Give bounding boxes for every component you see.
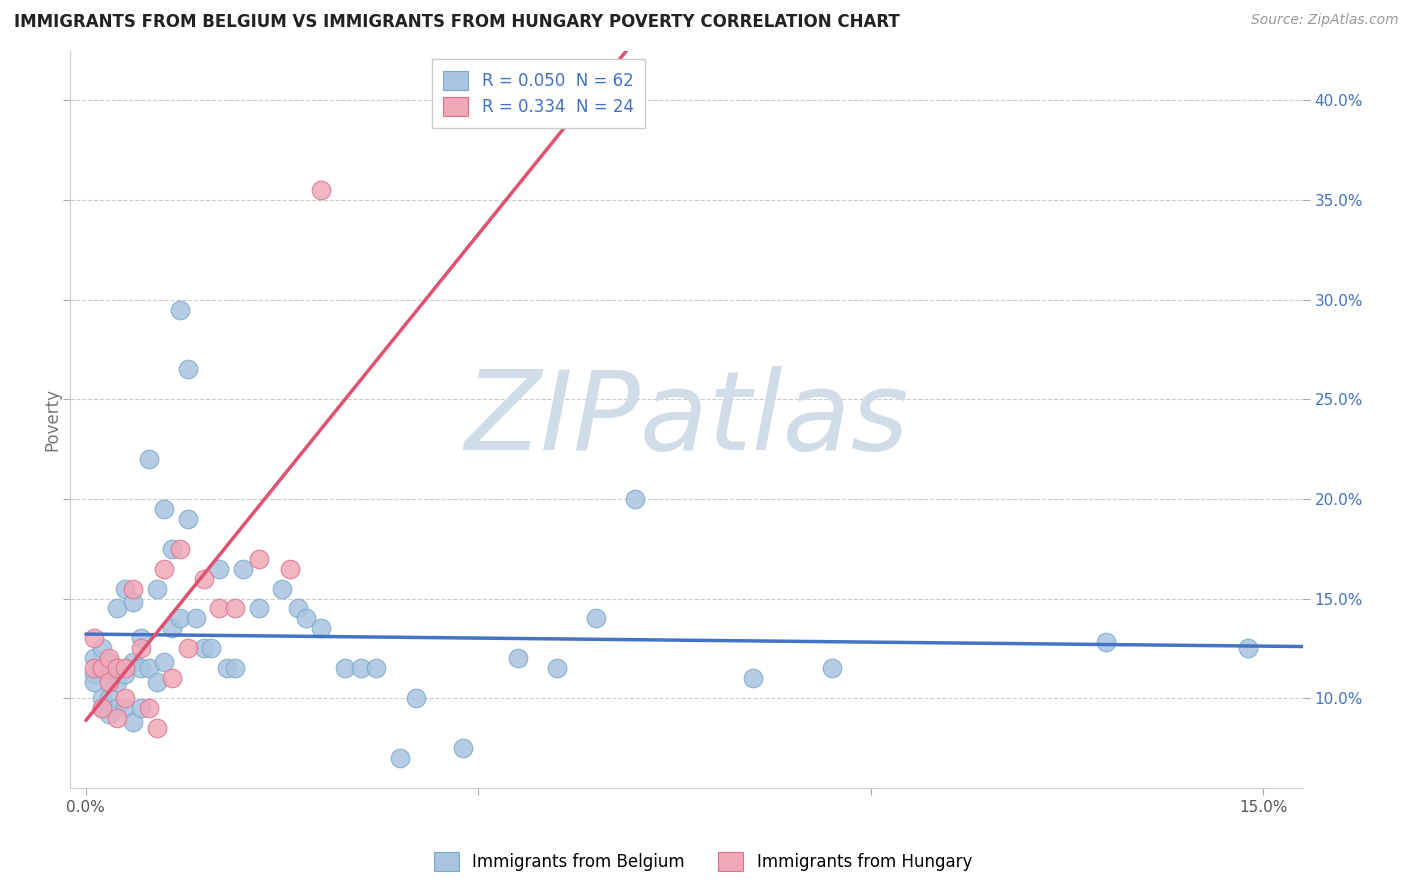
Text: ZIPatlas: ZIPatlas bbox=[464, 366, 908, 473]
Belgium bbox=[145, 675, 167, 690]
Belgium bbox=[90, 701, 112, 715]
Belgium bbox=[294, 611, 316, 625]
Belgium bbox=[311, 621, 333, 635]
Belgium bbox=[177, 512, 200, 526]
Belgium bbox=[138, 452, 160, 467]
Belgium bbox=[153, 655, 176, 669]
Belgium bbox=[145, 582, 167, 596]
Belgium bbox=[105, 701, 128, 715]
Belgium bbox=[160, 621, 183, 635]
Belgium bbox=[129, 661, 152, 675]
Hungary bbox=[129, 641, 152, 656]
Belgium bbox=[208, 561, 231, 575]
Belgium bbox=[98, 691, 121, 706]
Hungary bbox=[83, 661, 105, 675]
Belgium bbox=[1236, 641, 1258, 656]
Belgium bbox=[271, 582, 294, 596]
Belgium bbox=[90, 691, 112, 706]
Belgium bbox=[820, 661, 842, 675]
Belgium bbox=[506, 651, 529, 665]
Belgium bbox=[138, 661, 160, 675]
Belgium bbox=[122, 655, 145, 669]
Hungary bbox=[90, 701, 112, 715]
Belgium bbox=[90, 641, 112, 656]
Belgium bbox=[742, 671, 765, 685]
Belgium bbox=[232, 561, 254, 575]
Legend: Immigrants from Belgium, Immigrants from Hungary: Immigrants from Belgium, Immigrants from… bbox=[426, 843, 980, 880]
Belgium bbox=[388, 751, 411, 765]
Hungary bbox=[247, 551, 270, 566]
Hungary bbox=[193, 572, 215, 586]
Text: IMMIGRANTS FROM BELGIUM VS IMMIGRANTS FROM HUNGARY POVERTY CORRELATION CHART: IMMIGRANTS FROM BELGIUM VS IMMIGRANTS FR… bbox=[14, 13, 900, 31]
Hungary bbox=[90, 661, 112, 675]
Belgium bbox=[184, 611, 207, 625]
Belgium bbox=[114, 582, 136, 596]
Belgium bbox=[153, 501, 176, 516]
Belgium bbox=[98, 675, 121, 690]
Hungary bbox=[105, 661, 128, 675]
Hungary bbox=[83, 632, 105, 646]
Hungary bbox=[114, 691, 136, 706]
Belgium bbox=[105, 601, 128, 615]
Y-axis label: Poverty: Poverty bbox=[44, 388, 60, 450]
Hungary bbox=[177, 641, 200, 656]
Belgium bbox=[349, 661, 371, 675]
Belgium bbox=[169, 611, 191, 625]
Belgium bbox=[129, 701, 152, 715]
Belgium bbox=[366, 661, 388, 675]
Belgium bbox=[90, 661, 112, 675]
Belgium bbox=[160, 541, 183, 556]
Text: Source: ZipAtlas.com: Source: ZipAtlas.com bbox=[1251, 13, 1399, 28]
Hungary bbox=[169, 541, 191, 556]
Legend: R = 0.050  N = 62, R = 0.334  N = 24: R = 0.050 N = 62, R = 0.334 N = 24 bbox=[432, 59, 645, 128]
Belgium bbox=[105, 661, 128, 675]
Belgium bbox=[114, 701, 136, 715]
Belgium bbox=[83, 651, 105, 665]
Belgium bbox=[224, 661, 246, 675]
Belgium bbox=[451, 740, 474, 755]
Hungary bbox=[98, 675, 121, 690]
Hungary bbox=[208, 601, 231, 615]
Belgium bbox=[98, 655, 121, 669]
Belgium bbox=[193, 641, 215, 656]
Hungary bbox=[160, 671, 183, 685]
Belgium bbox=[585, 611, 607, 625]
Belgium bbox=[83, 667, 105, 681]
Belgium bbox=[546, 661, 568, 675]
Belgium bbox=[98, 707, 121, 722]
Belgium bbox=[247, 601, 270, 615]
Belgium bbox=[177, 362, 200, 376]
Hungary bbox=[98, 651, 121, 665]
Belgium bbox=[1095, 635, 1118, 649]
Hungary bbox=[311, 183, 333, 197]
Hungary bbox=[138, 701, 160, 715]
Belgium bbox=[105, 675, 128, 690]
Hungary bbox=[278, 561, 301, 575]
Hungary bbox=[114, 661, 136, 675]
Belgium bbox=[624, 491, 647, 506]
Belgium bbox=[405, 691, 427, 706]
Belgium bbox=[114, 667, 136, 681]
Belgium bbox=[122, 595, 145, 609]
Belgium bbox=[287, 601, 309, 615]
Belgium bbox=[122, 714, 145, 729]
Belgium bbox=[83, 675, 105, 690]
Hungary bbox=[145, 721, 167, 735]
Belgium bbox=[333, 661, 356, 675]
Hungary bbox=[105, 711, 128, 725]
Hungary bbox=[224, 601, 246, 615]
Belgium bbox=[169, 302, 191, 317]
Belgium bbox=[129, 632, 152, 646]
Belgium bbox=[217, 661, 239, 675]
Hungary bbox=[153, 561, 176, 575]
Hungary bbox=[122, 582, 145, 596]
Belgium bbox=[200, 641, 222, 656]
